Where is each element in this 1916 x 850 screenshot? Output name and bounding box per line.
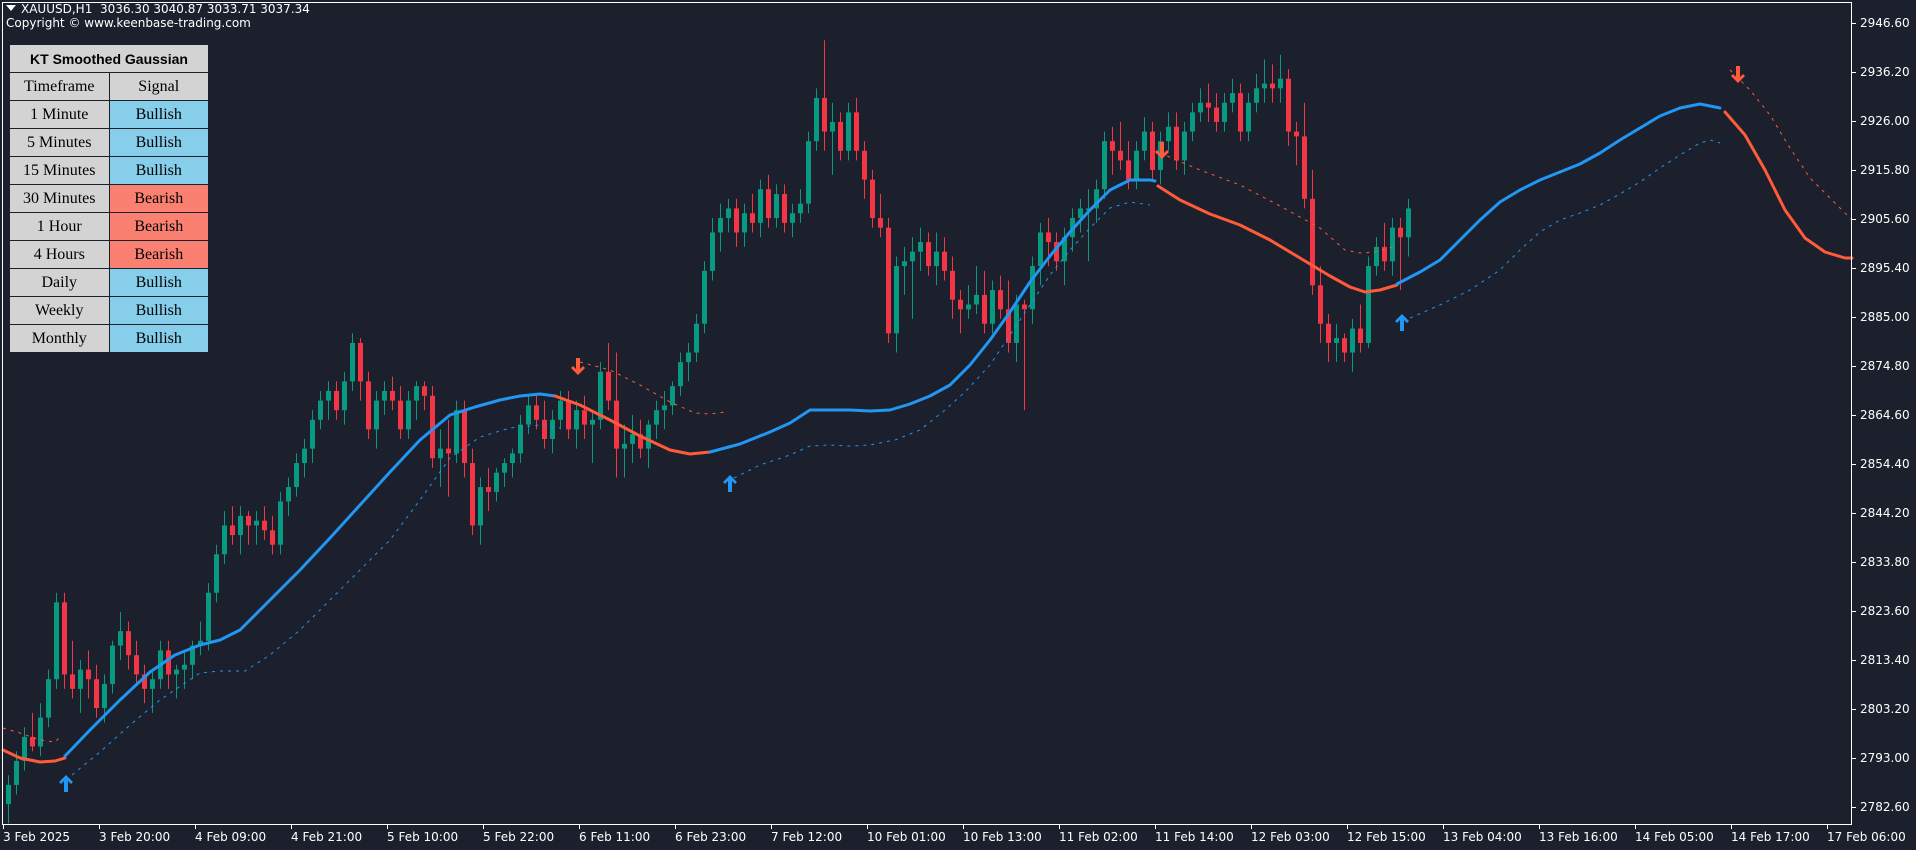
price-tick-label: 2926.00 bbox=[1860, 114, 1910, 128]
signal-cell: Bullish bbox=[108, 324, 209, 353]
time-tick-label: 7 Feb 12:00 bbox=[771, 830, 843, 844]
time-tick-label: 3 Feb 20:00 bbox=[99, 830, 171, 844]
signal-cell: Bearish bbox=[108, 212, 209, 241]
price-tick-label: 2895.40 bbox=[1860, 261, 1910, 275]
price-tick-label: 2844.20 bbox=[1860, 506, 1910, 520]
timeframe-cell: 1 Minute bbox=[9, 100, 110, 129]
panel-row: 30 Minutes Bearish bbox=[9, 184, 209, 213]
timeframe-cell: Daily bbox=[9, 268, 110, 297]
candlesticks bbox=[6, 40, 1411, 824]
collapse-triangle-icon[interactable] bbox=[6, 5, 16, 11]
buy-arrow-icon bbox=[59, 775, 73, 792]
smoothed-gaussian-line bbox=[1, 102, 1854, 764]
signal-cell: Bullish bbox=[108, 156, 209, 185]
price-tick-label: 2864.60 bbox=[1860, 408, 1910, 422]
price-tick-label: 2782.60 bbox=[1860, 800, 1910, 814]
signal-cell: Bearish bbox=[108, 184, 209, 213]
copyright-text: Copyright © www.keenbase-trading.com bbox=[6, 16, 251, 30]
sell-arrow-icon bbox=[1731, 66, 1745, 83]
price-tick-label: 2874.80 bbox=[1860, 359, 1910, 373]
timeframe-header: Timeframe bbox=[9, 72, 110, 101]
timeframe-cell: 1 Hour bbox=[9, 212, 110, 241]
panel-row: 4 Hours Bearish bbox=[9, 240, 209, 269]
price-tick-label: 2803.20 bbox=[1860, 702, 1910, 716]
panel-row: Weekly Bullish bbox=[9, 296, 209, 325]
price-tick-label: 2854.40 bbox=[1860, 457, 1910, 471]
panel-row: 5 Minutes Bullish bbox=[9, 128, 209, 157]
time-tick-label: 13 Feb 04:00 bbox=[1443, 830, 1522, 844]
price-tick-label: 2885.00 bbox=[1860, 310, 1910, 324]
time-tick-label: 14 Feb 05:00 bbox=[1635, 830, 1714, 844]
time-tick-label: 5 Feb 22:00 bbox=[483, 830, 555, 844]
time-tick-label: 4 Feb 21:00 bbox=[291, 830, 363, 844]
time-tick-label: 12 Feb 03:00 bbox=[1251, 830, 1330, 844]
time-tick-label: 17 Feb 06:00 bbox=[1827, 830, 1906, 844]
signal-arrows bbox=[59, 66, 1745, 792]
signal-bands bbox=[2, 69, 1853, 776]
panel-row: 15 Minutes Bullish bbox=[9, 156, 209, 185]
timeframe-cell: 30 Minutes bbox=[9, 184, 110, 213]
buy-arrow-icon bbox=[1395, 314, 1409, 331]
time-tick-label: 6 Feb 11:00 bbox=[579, 830, 651, 844]
signal-cell: Bearish bbox=[108, 240, 209, 269]
time-tick-label: 5 Feb 10:00 bbox=[387, 830, 459, 844]
price-axis-ticks bbox=[1852, 23, 1856, 808]
time-tick-label: 3 Feb 2025 bbox=[3, 830, 71, 844]
time-tick-label: 12 Feb 15:00 bbox=[1347, 830, 1426, 844]
sell-arrow-icon bbox=[1155, 142, 1169, 159]
panel-row: Monthly Bullish bbox=[9, 324, 209, 353]
price-tick-label: 2936.20 bbox=[1860, 65, 1910, 79]
time-axis-ticks bbox=[3, 825, 1828, 829]
panel-title: KT Smoothed Gaussian bbox=[9, 44, 209, 73]
timeframe-cell: Monthly bbox=[9, 324, 110, 353]
chart-frame bbox=[2, 2, 1852, 825]
buy-arrow-icon bbox=[723, 475, 737, 492]
signal-cell: Bullish bbox=[108, 128, 209, 157]
timeframe-cell: 4 Hours bbox=[9, 240, 110, 269]
signal-cell: Bullish bbox=[108, 268, 209, 297]
symbol-header: XAUUSD,H1 3036.30 3040.87 3033.71 3037.3… bbox=[6, 3, 310, 16]
time-tick-label: 14 Feb 17:00 bbox=[1731, 830, 1810, 844]
time-tick-label: 10 Feb 13:00 bbox=[963, 830, 1042, 844]
timeframe-cell: 15 Minutes bbox=[9, 156, 110, 185]
price-tick-label: 2915.80 bbox=[1860, 163, 1910, 177]
panel-row: Daily Bullish bbox=[9, 268, 209, 297]
price-tick-label: 2833.80 bbox=[1860, 555, 1910, 569]
time-tick-label: 11 Feb 14:00 bbox=[1155, 830, 1234, 844]
signal-cell: Bullish bbox=[108, 296, 209, 325]
time-tick-label: 10 Feb 01:00 bbox=[867, 830, 946, 844]
price-tick-label: 2813.40 bbox=[1860, 653, 1910, 667]
signal-cell: Bullish bbox=[108, 100, 209, 129]
timeframe-cell: 5 Minutes bbox=[9, 128, 110, 157]
price-tick-label: 2823.60 bbox=[1860, 604, 1910, 618]
time-tick-label: 4 Feb 09:00 bbox=[195, 830, 267, 844]
signal-header: Signal bbox=[108, 72, 209, 101]
price-tick-label: 2946.60 bbox=[1860, 16, 1910, 30]
price-tick-label: 2905.60 bbox=[1860, 212, 1910, 226]
time-tick-label: 13 Feb 16:00 bbox=[1539, 830, 1618, 844]
panel-row: 1 Minute Bullish bbox=[9, 100, 209, 129]
signal-panel: KT Smoothed Gaussian Timeframe Signal 1 … bbox=[9, 44, 209, 353]
symbol-label: XAUUSD,H1 bbox=[21, 2, 93, 16]
timeframe-cell: Weekly bbox=[9, 296, 110, 325]
sell-arrow-icon bbox=[571, 358, 585, 375]
time-tick-label: 11 Feb 02:00 bbox=[1059, 830, 1138, 844]
time-tick-label: 6 Feb 23:00 bbox=[675, 830, 747, 844]
panel-row: 1 Hour Bearish bbox=[9, 212, 209, 241]
ohlc-values: 3036.30 3040.87 3033.71 3037.34 bbox=[99, 2, 310, 16]
price-tick-label: 2793.00 bbox=[1860, 751, 1910, 765]
